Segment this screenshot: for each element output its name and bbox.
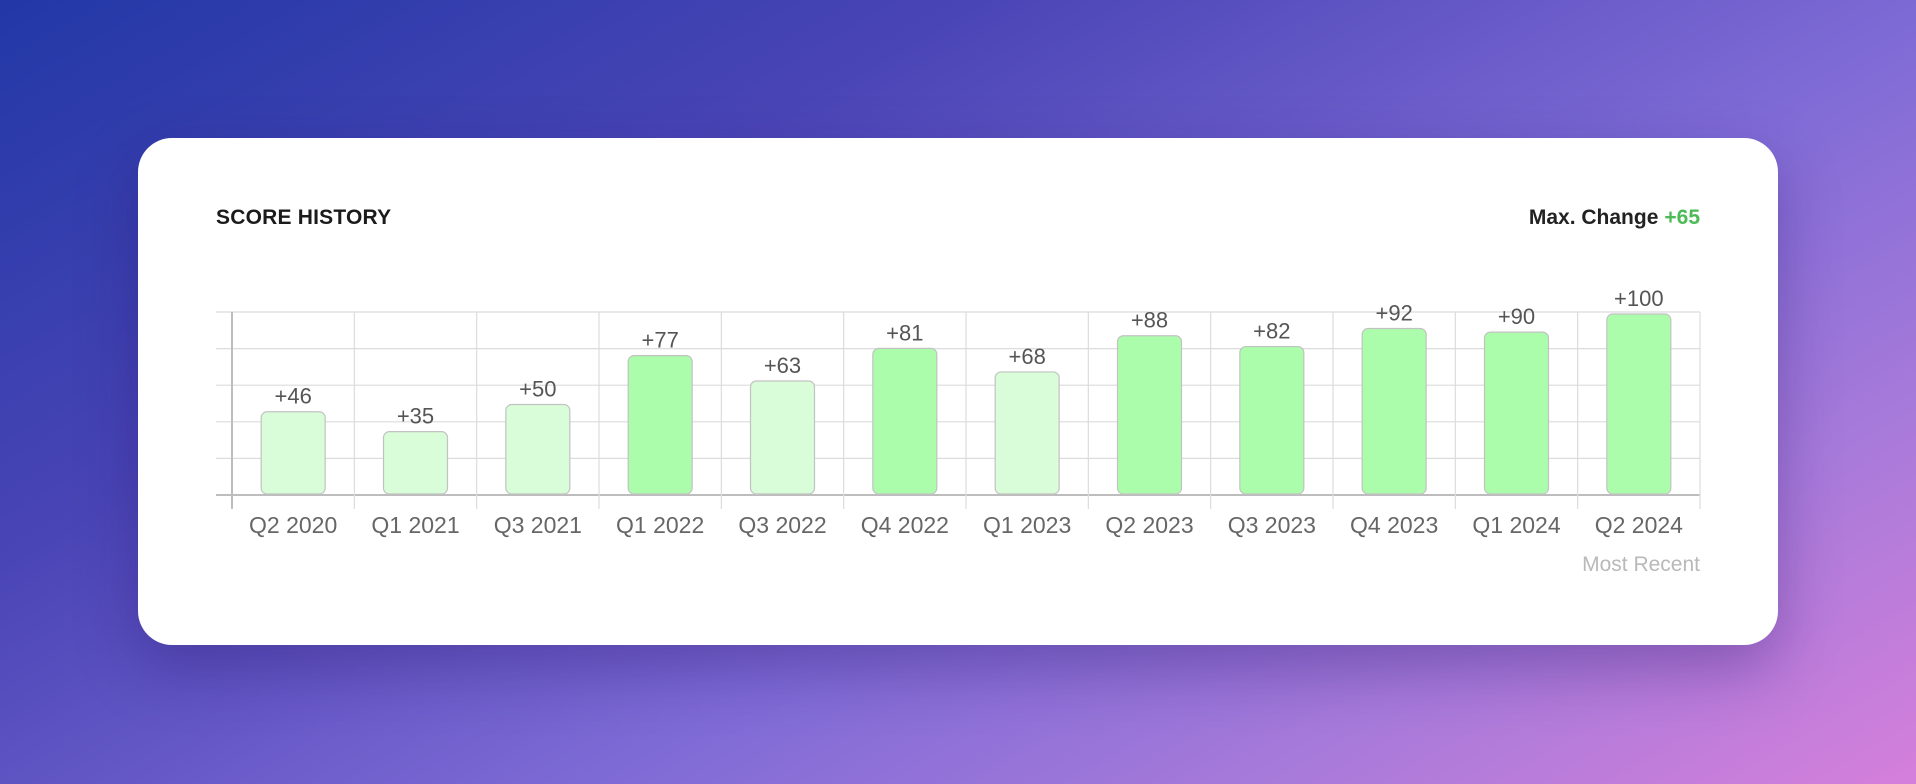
most-recent-label: Most Recent [1582, 553, 1700, 576]
bar-q4-2022 [872, 347, 938, 495]
data-label: +92 [1376, 300, 1413, 325]
bar-q4-2023 [1361, 327, 1427, 495]
x-tick-label: Q2 2023 [1105, 512, 1193, 538]
x-tick-label: Q4 2023 [1350, 512, 1438, 538]
x-tick-label: Q3 2022 [738, 512, 826, 538]
bar-q3-2023 [1239, 345, 1305, 495]
bar-q1-2022 [627, 355, 693, 495]
bar-q2-2020 [260, 411, 326, 495]
max-change-label: Max. Change [1528, 206, 1659, 229]
data-label: +88 [1131, 308, 1168, 333]
max-change-value: +65 [1664, 206, 1700, 229]
x-tick-label: Q2 2024 [1595, 512, 1683, 538]
x-tick-label: Q1 2022 [616, 512, 704, 538]
data-label: +100 [1614, 286, 1664, 311]
x-tick-label: Q4 2022 [861, 512, 949, 538]
x-tick-label: Q1 2023 [983, 512, 1071, 538]
data-label: +50 [519, 377, 556, 402]
data-label: +68 [1009, 344, 1046, 369]
bar-q3-2021 [505, 403, 571, 495]
bar-q3-2022 [749, 380, 816, 495]
bar-q2-2024 [1606, 313, 1672, 495]
data-label: +82 [1253, 319, 1290, 344]
score-history-chart: +46 Q2 2020 +35 Q1 2021 +50 Q3 2021 +77 Q1 2022… [216, 286, 1701, 538]
data-label: +90 [1498, 304, 1535, 329]
x-tick-label: Q3 2021 [494, 512, 582, 538]
bar-q1-2023 [994, 371, 1060, 495]
x-tick-label: Q1 2024 [1472, 512, 1560, 538]
data-label: +63 [764, 353, 801, 378]
x-tick-label: Q1 2021 [371, 512, 459, 538]
bar-q1-2021 [382, 431, 449, 495]
score-history-card: SCORE HISTORY Max. Change +65 +46 Q2 2020 +… [138, 138, 1778, 645]
bar-q1-2024 [1483, 331, 1550, 495]
chart-title: SCORE HISTORY [216, 206, 392, 229]
x-tick-label: Q3 2023 [1228, 512, 1316, 538]
data-label: +77 [642, 328, 679, 353]
data-label: +46 [275, 384, 312, 409]
x-tick-label: Q2 2020 [249, 512, 337, 538]
bar-q2-2023 [1116, 335, 1183, 495]
data-label: +81 [886, 320, 923, 345]
data-label: +35 [397, 404, 434, 429]
max-change: Max. Change +65 [1529, 206, 1700, 230]
